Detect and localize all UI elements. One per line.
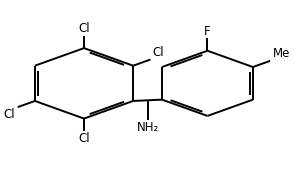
Text: Cl: Cl <box>153 46 164 59</box>
Text: NH₂: NH₂ <box>136 121 159 134</box>
Text: Cl: Cl <box>78 22 90 35</box>
Text: Me: Me <box>272 47 290 60</box>
Text: F: F <box>204 25 211 38</box>
Text: Cl: Cl <box>78 132 90 145</box>
Text: Cl: Cl <box>4 108 15 121</box>
